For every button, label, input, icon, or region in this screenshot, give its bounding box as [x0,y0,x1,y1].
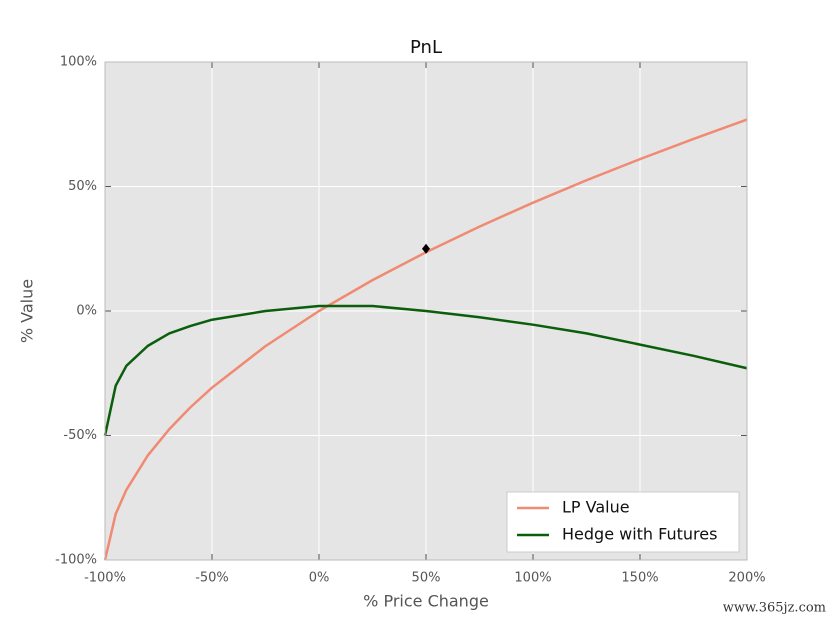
legend-box [506,491,740,553]
x-tick-label: -100% [84,571,126,586]
x-tick-label: 200% [728,571,765,586]
y-tick-label: -100% [55,553,97,568]
plot-frame [104,61,748,561]
x-tick-label: 150% [621,571,658,586]
y-tick-label: 0% [76,304,97,319]
watermark: www.365jz.com [723,601,826,616]
x-tick-label: 50% [412,571,441,586]
x-tick-label: -50% [195,571,229,586]
legend: LP Value Hedge with Futures [506,491,740,553]
point-marker [422,243,430,254]
x-tick-label: 100% [514,571,551,586]
series-line [103,118,748,561]
legend-label: Hedge with Futures [562,525,717,544]
y-tick-label: 50% [68,179,97,194]
y-tick-label: 100% [60,55,97,70]
chart-title: PnL [410,37,442,58]
y-axis-label: % Value [18,279,37,343]
legend-label: LP Value [562,498,630,517]
y-tick-label: -50% [63,428,97,443]
x-axis-label: % Price Change [363,592,489,611]
series-line [103,304,748,436]
x-tick-label: 0% [309,571,330,586]
lines [103,118,748,561]
